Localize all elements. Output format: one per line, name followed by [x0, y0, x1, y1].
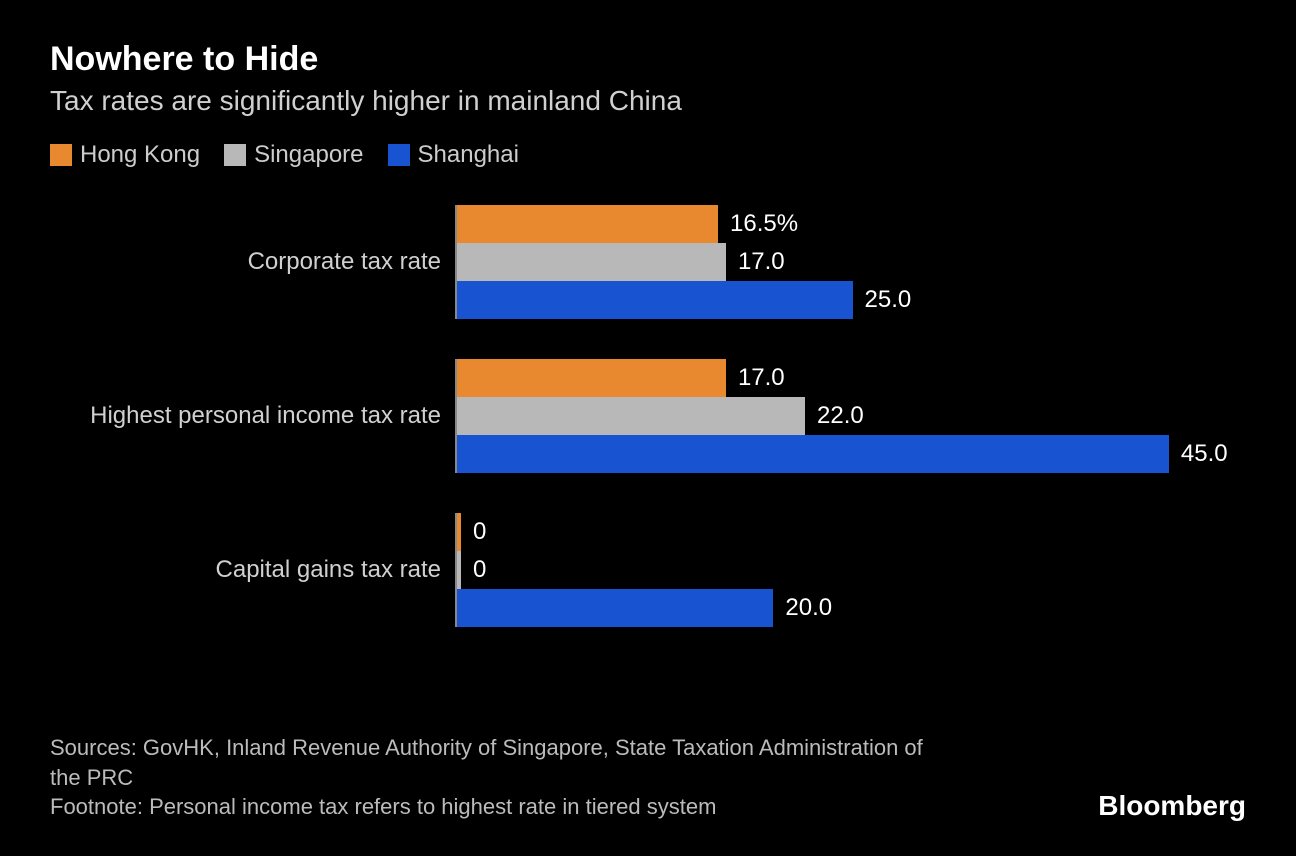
legend-swatch [50, 144, 72, 166]
legend-swatch [224, 144, 246, 166]
legend-item: Shanghai [388, 141, 519, 169]
bar-value: 17.0 [726, 248, 785, 276]
bar-row: 22.0 [457, 397, 1246, 435]
bar-row: 17.0 [457, 359, 1246, 397]
bar-value: 22.0 [805, 402, 864, 430]
legend-label: Singapore [254, 141, 363, 169]
legend-label: Shanghai [418, 141, 519, 169]
bar-value: 20.0 [773, 594, 832, 622]
legend: Hong Kong Singapore Shanghai [50, 141, 1246, 169]
chart-title: Nowhere to Hide [50, 40, 1246, 79]
bars-group: 16.5% 17.0 25.0 [455, 205, 1246, 319]
footer-text: Sources: GovHK, Inland Revenue Authority… [50, 733, 950, 822]
bar [457, 243, 726, 281]
bar-row: 0 [457, 551, 1246, 589]
category-label: Corporate tax rate [50, 205, 455, 319]
bar-row: 45.0 [457, 435, 1246, 473]
chart-category: Highest personal income tax rate 17.0 22.0… [50, 359, 1246, 473]
legend-item: Hong Kong [50, 141, 200, 169]
bar-row: 17.0 [457, 243, 1246, 281]
bar-value: 16.5% [718, 210, 798, 238]
bar-row: 25.0 [457, 281, 1246, 319]
bar-chart: Corporate tax rate 16.5% 17.0 25.0 Highest p… [50, 205, 1246, 627]
chart-subtitle: Tax rates are significantly higher in ma… [50, 85, 1246, 117]
bar [457, 205, 718, 243]
category-label: Highest personal income tax rate [50, 359, 455, 473]
bar [457, 281, 853, 319]
legend-label: Hong Kong [80, 141, 200, 169]
sources-text: Sources: GovHK, Inland Revenue Authority… [50, 733, 950, 792]
bars-group: 0 0 20.0 [455, 513, 1246, 627]
bar-value: 45.0 [1169, 440, 1228, 468]
bar-row: 0 [457, 513, 1246, 551]
bar [457, 435, 1169, 473]
footnote-text: Footnote: Personal income tax refers to … [50, 792, 950, 822]
bar [457, 589, 773, 627]
bar-value: 17.0 [726, 364, 785, 392]
bar [457, 359, 726, 397]
chart-footer: Sources: GovHK, Inland Revenue Authority… [50, 733, 1246, 822]
bar-value: 25.0 [853, 286, 912, 314]
chart-category: Corporate tax rate 16.5% 17.0 25.0 [50, 205, 1246, 319]
bar-row: 20.0 [457, 589, 1246, 627]
bar [457, 397, 805, 435]
brand-logo: Bloomberg [1098, 790, 1246, 822]
legend-item: Singapore [224, 141, 363, 169]
bar-row: 16.5% [457, 205, 1246, 243]
bar-value: 0 [461, 556, 486, 584]
legend-swatch [388, 144, 410, 166]
bar-value: 0 [461, 518, 486, 546]
bars-group: 17.0 22.0 45.0 [455, 359, 1246, 473]
category-label: Capital gains tax rate [50, 513, 455, 627]
chart-category: Capital gains tax rate0 0 20.0 [50, 513, 1246, 627]
